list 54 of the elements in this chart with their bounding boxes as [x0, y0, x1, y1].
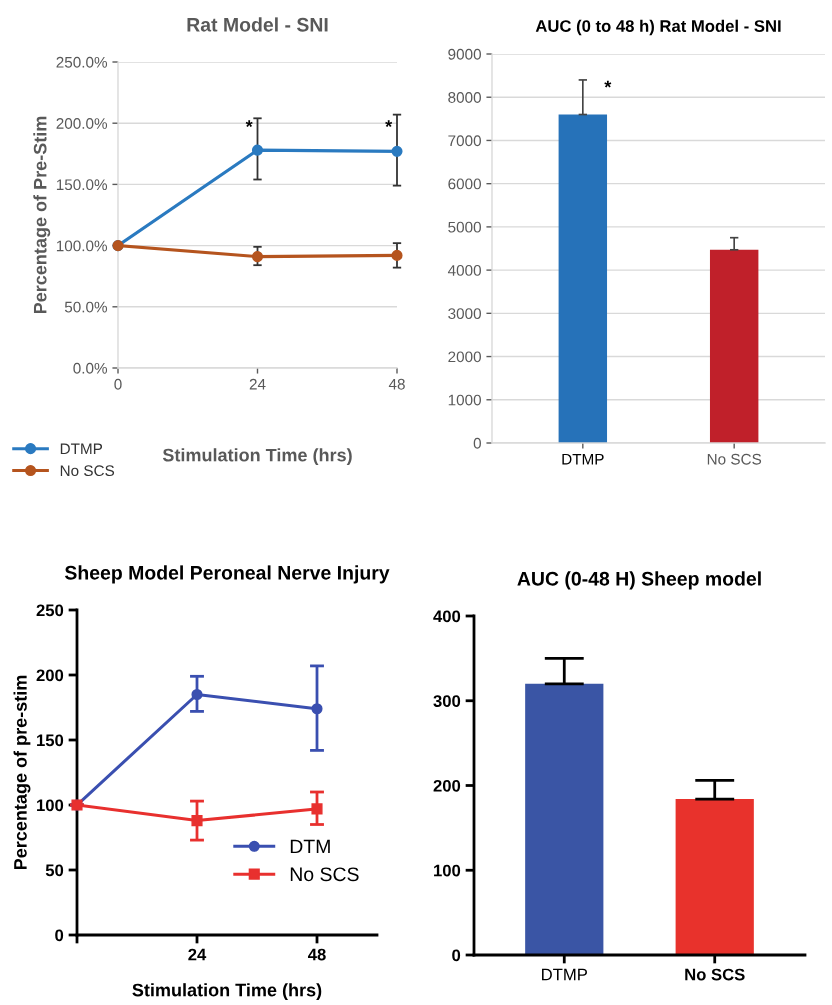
y-tick-label: 100	[37, 799, 64, 812]
point	[391, 145, 403, 157]
y-tick-label: 150.0%	[56, 179, 108, 191]
chart-title: Rat Model - SNI	[187, 17, 328, 32]
y-tick-label: 2000	[448, 351, 481, 363]
annotation: *	[245, 120, 253, 128]
annotation: *	[604, 80, 612, 88]
legend-label: No SCS	[290, 867, 359, 882]
point	[311, 803, 323, 815]
point	[391, 249, 403, 261]
y-axis-title: Percentage of Pre-Stim	[33, 116, 51, 314]
y-tick-label: 1000	[448, 394, 481, 406]
y-tick-label: 9000	[448, 48, 481, 60]
y-tick-label: 4000	[447, 264, 481, 276]
y-tick-label: 300	[433, 695, 461, 707]
y-tick-label: 200	[433, 779, 461, 792]
y-tick-label: 3000	[448, 308, 481, 320]
legend-label: DTM	[290, 839, 330, 854]
chart-title: AUC (0 to 48 h) Rat Model - SNI	[535, 19, 781, 36]
point	[191, 815, 203, 827]
y-tick-label: 8000	[448, 92, 481, 103]
y-tick-label: 250	[36, 604, 64, 617]
x-axis-title: Stimulation Time (hrs)	[132, 983, 322, 1001]
y-tick-label: 50.0%	[64, 301, 108, 313]
y-tick-label: 7000	[448, 135, 481, 147]
y-tick-label: 200.0%	[56, 118, 108, 129]
point	[191, 688, 203, 701]
y-tick-label: 0	[55, 929, 64, 942]
point	[251, 251, 264, 263]
y-tick-label: 100.0%	[56, 240, 108, 252]
y-tick-label: 5000	[448, 221, 481, 233]
x-tick-label: 24	[188, 948, 207, 961]
x-tick-label: 48	[307, 948, 326, 961]
chart-title: Sheep Model Peroneal Nerve Injury	[64, 565, 390, 584]
y-axis-title: Percentage of pre-stim	[13, 675, 31, 870]
y-tick-label: 100	[434, 864, 461, 877]
y-tick-label: 250.0%	[56, 56, 108, 68]
legend-label: No SCS	[60, 465, 115, 477]
x-tick-label: 0	[114, 378, 122, 390]
y-tick-label: 200	[36, 669, 64, 682]
x-tick-label: 48	[388, 378, 405, 390]
y-tick-label: 150	[37, 734, 64, 747]
point	[251, 144, 264, 156]
annotation: *	[385, 120, 393, 128]
y-tick-label: 0.0%	[73, 362, 108, 374]
legend-label: DTMP	[60, 443, 103, 455]
point	[311, 703, 323, 715]
y-tick-label: 50	[45, 864, 64, 877]
y-tick-label: 400	[433, 610, 461, 623]
y-tick-label: 0	[473, 437, 481, 449]
chart-title: AUC (0-48 H) Sheep model	[517, 571, 761, 590]
y-tick-label: 6000	[448, 178, 481, 190]
x-tick-label: 24	[249, 378, 266, 390]
x-axis-title: Stimulation Time (hrs)	[162, 448, 352, 466]
